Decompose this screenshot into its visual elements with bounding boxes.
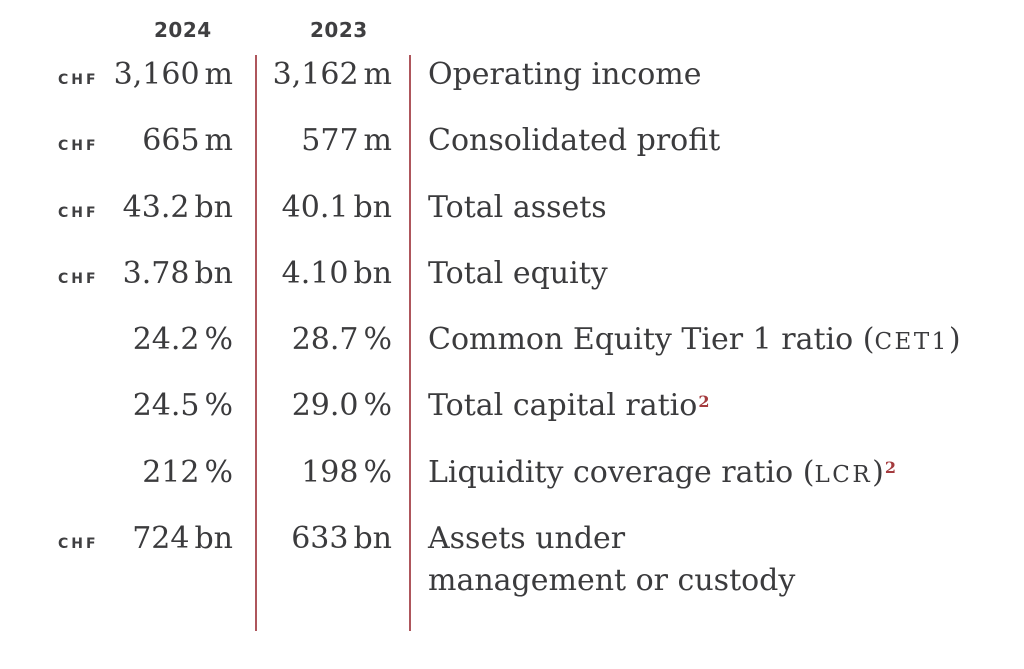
value-2023: 4.10 bn <box>233 254 392 294</box>
value-unit: % <box>363 322 392 358</box>
table-row: CHF 724 bn 633 bn Assets under management o… <box>0 506 1024 598</box>
value-unit: bn <box>353 255 392 291</box>
metric-label-text: Common Equity Tier 1 ratio ( <box>428 322 875 358</box>
value-unit: % <box>363 388 392 424</box>
metric-label: Common Equity Tier 1 ratio (CET1) <box>428 320 962 362</box>
value-2023: 633 bn <box>233 519 392 559</box>
metric-label-text: Total assets <box>428 189 607 225</box>
value-number: 4.10 <box>281 255 349 291</box>
value-number: 3,162 <box>272 57 359 92</box>
year-2024-header: 2024 <box>154 18 212 42</box>
value-number: 198 <box>301 454 359 490</box>
value-2023: 3,162 m <box>233 55 392 95</box>
value-unit: m <box>363 57 392 92</box>
value-unit: bn <box>194 255 233 291</box>
value-unit: m <box>363 123 392 159</box>
metric-acronym: CET1 <box>874 329 949 356</box>
value-unit: bn <box>353 189 392 225</box>
rows: CHF 3,160 m 3,162 m Operating income CHF 6… <box>0 42 1024 598</box>
value-unit: bn <box>194 521 233 557</box>
value-number: 665 <box>142 123 200 159</box>
column-divider-2 <box>409 55 411 631</box>
value-2023: 28.7% <box>233 320 392 360</box>
value-2023: 198% <box>233 453 392 493</box>
metric-label: Total assets <box>428 188 608 230</box>
metric-label: Consolidated profit <box>428 121 721 163</box>
value-2023: 577 m <box>233 121 392 161</box>
metric-label-suffix: ) <box>872 454 884 490</box>
value-unit: m <box>204 123 233 159</box>
currency-label: CHF <box>58 270 99 287</box>
metric-label: Total equity <box>428 254 609 296</box>
value-unit: % <box>204 388 233 424</box>
table-row: 24.2% 28.7% Common Equity Tier 1 ratio (… <box>0 307 1024 373</box>
value-unit: m <box>204 57 233 92</box>
footnote-marker: 2 <box>698 391 710 411</box>
value-number: 40.1 <box>281 189 349 225</box>
metric-label-text: Total equity <box>428 255 608 291</box>
currency-label: CHF <box>58 536 99 553</box>
column-divider-1 <box>255 55 257 631</box>
metric-label: Liquidity coverage ratio (LCR)2 <box>428 453 896 495</box>
table-row: CHF 665 m 577 m Consolidated profit <box>0 108 1024 174</box>
metric-label: Total capital ratio2 <box>428 386 709 428</box>
value-2024: 43.2 bn <box>102 188 233 228</box>
value-number: 212 <box>142 454 200 490</box>
value-unit: bn <box>353 521 392 557</box>
value-2024: 212% <box>102 453 233 493</box>
currency-label: CHF <box>58 138 99 155</box>
value-unit: % <box>204 454 233 490</box>
value-number: 633 <box>291 521 349 557</box>
value-unit: % <box>363 454 392 490</box>
value-number: 24.2 <box>132 322 200 358</box>
year-2023-header: 2023 <box>310 18 368 42</box>
metric-label-text: Assets under <box>428 521 626 557</box>
metric-label-text: Consolidated profit <box>428 123 721 159</box>
value-2024: 724 bn <box>102 519 233 559</box>
metric-label-suffix: ) <box>948 322 961 358</box>
value-number: 3.78 <box>122 255 190 291</box>
metric-label: Assets under management or custody <box>428 519 795 601</box>
value-2024: 24.2% <box>102 320 233 360</box>
value-number: 28.7 <box>291 322 359 358</box>
metric-acronym: LCR <box>814 461 873 488</box>
table-row: CHF 43.2 bn 40.1 bn Total assets <box>0 175 1024 241</box>
value-unit: % <box>204 322 233 358</box>
value-2024: 3,160 m <box>102 55 233 95</box>
value-2024: 3.78 bn <box>102 254 233 294</box>
metric-label-line2: management or custody <box>428 563 796 599</box>
value-number: 24.5 <box>132 388 200 424</box>
value-2024: 24.5% <box>102 386 233 426</box>
value-2024: 665 m <box>102 121 233 161</box>
value-number: 577 <box>301 123 359 159</box>
metric-label-text: Total capital ratio <box>428 388 698 424</box>
value-number: 724 <box>132 521 190 557</box>
currency-label: CHF <box>58 204 99 221</box>
table-row: 212% 198% Liquidity coverage ratio (LCR)… <box>0 440 1024 506</box>
metric-label-text: Operating income <box>428 57 702 92</box>
metric-label-text: Liquidity coverage ratio ( <box>428 454 815 490</box>
metric-label: Operating income <box>428 55 702 97</box>
table-row: CHF 3,160 m 3,162 m Operating income <box>0 42 1024 108</box>
value-2023: 29.0% <box>233 386 392 426</box>
table-row: 24.5% 29.0% Total capital ratio2 <box>0 373 1024 439</box>
value-unit: bn <box>194 189 233 225</box>
value-number: 43.2 <box>122 189 190 225</box>
value-2023: 40.1 bn <box>233 188 392 228</box>
currency-label: CHF <box>58 72 99 88</box>
value-number: 29.0 <box>291 388 359 424</box>
value-number: 3,160 <box>113 57 200 92</box>
table-row: CHF 3.78 bn 4.10 bn Total equity <box>0 241 1024 307</box>
footnote-marker: 2 <box>884 457 897 477</box>
